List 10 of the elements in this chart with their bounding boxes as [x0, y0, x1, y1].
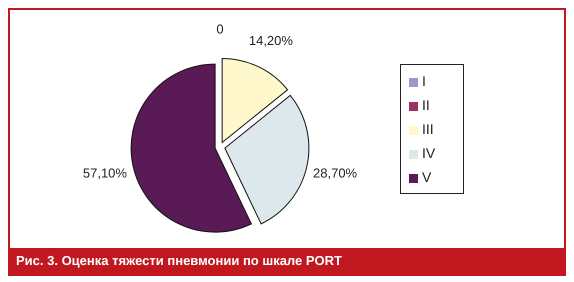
text: Рис. 3. Оценка тяжести пневмонии по шкале PORT [10, 248, 564, 274]
data-label: 14,20% [248, 33, 294, 48]
legend-label: IV [422, 145, 436, 161]
data-label: 57,10% [82, 166, 128, 181]
legend-label: V [422, 169, 432, 185]
legend-label: III [422, 121, 434, 137]
legend-label: I [422, 73, 426, 89]
legend-label: II [422, 97, 430, 113]
text: 0 [216, 22, 224, 36]
data-label: 28,70% [313, 166, 358, 181]
